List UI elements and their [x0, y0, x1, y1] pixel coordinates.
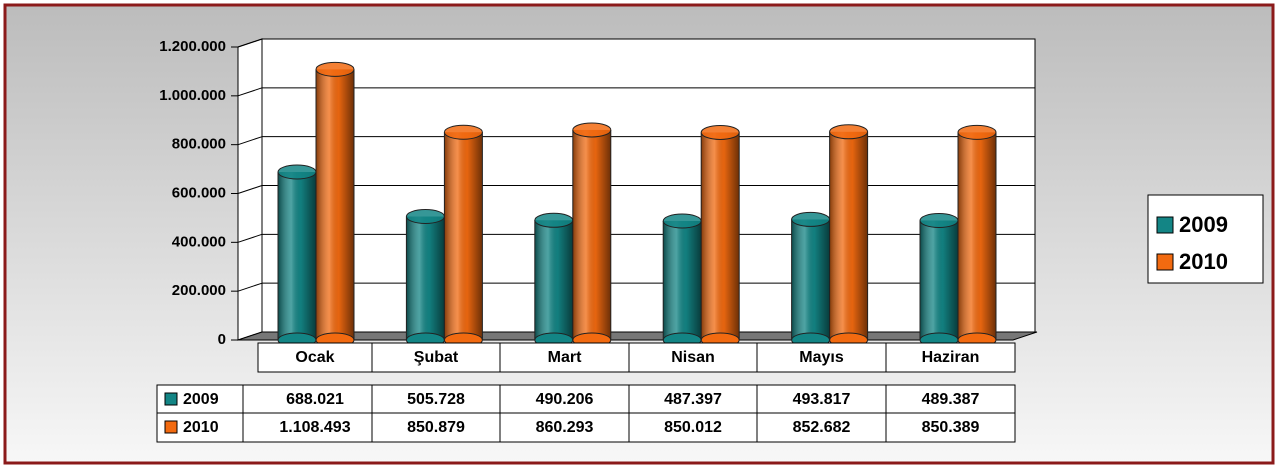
bar — [919, 213, 959, 348]
table-cell: 490.206 — [536, 391, 594, 408]
bar-shade — [701, 132, 740, 340]
grid-line — [237, 185, 263, 194]
table-cell: 850.389 — [922, 419, 980, 436]
bar-shade — [444, 132, 483, 340]
bar-shade — [572, 129, 611, 340]
table-cell: 493.817 — [793, 391, 851, 408]
bar-shade — [278, 172, 316, 340]
bar-top — [829, 124, 869, 140]
bar-top — [700, 124, 740, 140]
legend-label: 2009 — [1179, 212, 1228, 237]
bar-top — [315, 61, 355, 77]
legend-label: 2010 — [1179, 249, 1228, 274]
legend-key — [1156, 216, 1174, 234]
legend-key — [1156, 253, 1174, 271]
bar-top — [957, 124, 997, 140]
bar — [791, 211, 831, 348]
table-cell: 688.021 — [286, 391, 344, 408]
bar-top — [791, 211, 831, 227]
x-tick-label: Ocak — [295, 349, 334, 366]
bar-shade — [316, 69, 354, 340]
bar-top — [277, 164, 317, 180]
table-cell: 1.108.493 — [279, 419, 350, 436]
bar-top — [662, 213, 702, 229]
table-cell: 489.387 — [922, 391, 980, 408]
bar — [405, 209, 445, 348]
grid-line — [237, 136, 263, 146]
bar-shade — [534, 220, 573, 340]
bar — [534, 212, 574, 348]
table-legend-key — [164, 420, 178, 434]
grid-line — [237, 282, 263, 292]
table-cell: 850.012 — [664, 419, 722, 436]
x-tick-label: Şubat — [414, 349, 459, 366]
table-cell: 860.293 — [536, 419, 594, 436]
y-tick-label: 600.000 — [172, 184, 226, 201]
bar — [443, 124, 483, 348]
table-cell: 487.397 — [664, 391, 722, 408]
bar-top — [572, 122, 612, 138]
bar-shade — [958, 132, 996, 340]
table-cell: 852.682 — [793, 419, 851, 436]
bar-top — [919, 213, 959, 229]
bar-top — [534, 212, 574, 228]
bar — [277, 164, 317, 348]
bar-shade — [920, 220, 958, 340]
table-cell: 505.728 — [407, 391, 465, 408]
table-series-name: 2009 — [183, 391, 219, 408]
grid-line — [237, 38, 263, 48]
floor — [237, 331, 1038, 341]
bar — [662, 213, 702, 348]
bar-top — [443, 124, 483, 140]
bar-shade — [663, 220, 702, 340]
y-tick-label: 400.000 — [172, 233, 226, 250]
table-header — [257, 342, 1016, 373]
y-tick-label: 200.000 — [172, 282, 226, 299]
bar-top — [405, 209, 445, 225]
bar — [572, 122, 612, 348]
x-tick-label: Haziran — [922, 349, 980, 366]
bar — [957, 124, 997, 348]
grid-line — [237, 87, 263, 97]
table-cell: 850.879 — [407, 419, 465, 436]
grid-line — [237, 233, 263, 243]
y-tick-label: 1.000.000 — [159, 87, 226, 104]
bar-shade — [791, 219, 830, 340]
bar — [315, 61, 355, 348]
table-legend-key — [164, 392, 178, 406]
x-tick-label: Mayıs — [799, 349, 844, 366]
bar — [829, 124, 869, 348]
bar — [700, 124, 740, 348]
y-tick-label: 800.000 — [172, 136, 226, 153]
y-tick-label: 0 — [218, 331, 226, 348]
bar-shade — [829, 131, 868, 340]
x-tick-label: Nisan — [671, 349, 715, 366]
table-series-name: 2010 — [183, 419, 219, 436]
x-tick-label: Mart — [548, 349, 582, 366]
bar-shade — [406, 216, 445, 340]
y-tick-label: 1.200.000 — [159, 38, 226, 55]
